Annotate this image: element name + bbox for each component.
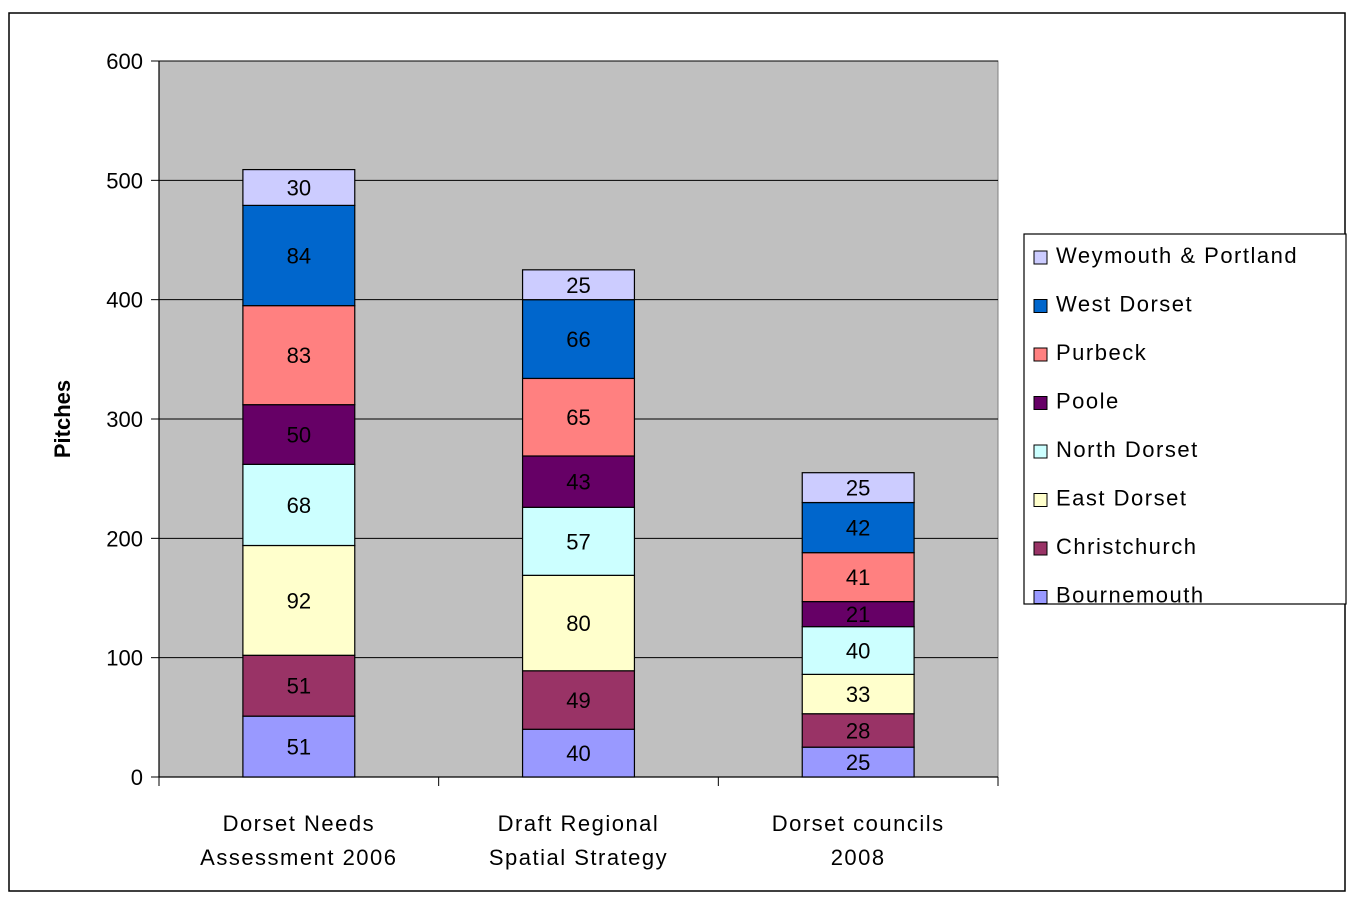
legend-label: Christchurch	[1056, 534, 1197, 559]
data-label: 65	[566, 405, 590, 430]
y-tick-label: 400	[106, 288, 143, 313]
bar-segment	[242, 654, 356, 717]
data-label: 83	[287, 343, 311, 368]
y-tick-label: 500	[106, 168, 143, 193]
bar-segment	[801, 713, 915, 748]
x-tick-label: Spatial Strategy	[489, 845, 668, 870]
data-label: 51	[287, 735, 311, 760]
bar-segment	[242, 404, 356, 465]
data-label: 41	[846, 565, 870, 590]
data-label: 80	[566, 611, 590, 636]
bar-segment	[801, 600, 915, 628]
legend-swatch	[1033, 444, 1048, 459]
y-tick-label: 200	[106, 526, 143, 551]
data-label: 25	[846, 476, 870, 501]
data-label: 92	[287, 588, 311, 613]
data-label: 21	[846, 602, 870, 627]
legend-box	[1023, 233, 1347, 605]
legend-swatch	[1033, 347, 1048, 362]
x-tick-label: Dorset councils	[772, 811, 945, 836]
legend-label: Poole	[1056, 389, 1120, 414]
data-labels: 51 51 92 68 50 83 84 30 40 49 80 57 43 65 66 25 25 28 33 40…	[287, 175, 871, 775]
bar-segment	[521, 506, 636, 576]
axes: 0 100 200 300 400 500 600 Dorset Needs Assessmen…	[106, 49, 999, 870]
legend-swatch	[1033, 299, 1048, 313]
x-tick-label: Assessment 2006	[200, 845, 397, 870]
x-tick-label: Dorset Needs	[223, 811, 376, 836]
data-label: 57	[566, 529, 590, 554]
bar-segment	[242, 715, 356, 778]
legend-swatch	[1033, 250, 1048, 265]
bar-segment	[521, 728, 636, 778]
bar-segment	[801, 472, 915, 504]
data-label: 49	[566, 688, 590, 713]
data-label: 42	[846, 516, 870, 541]
data-label: 43	[566, 470, 590, 495]
data-label: 28	[846, 718, 870, 743]
data-label: 40	[846, 639, 870, 664]
data-label: 68	[287, 493, 311, 518]
bar-segment	[801, 552, 915, 603]
data-label: 50	[287, 423, 311, 448]
bar-segment	[521, 670, 636, 730]
x-tick-label: 2008	[831, 845, 886, 870]
bar-segment	[242, 305, 356, 406]
bar-segment	[521, 269, 636, 301]
bar-segment	[521, 299, 636, 380]
y-axis-title: Pitches	[50, 380, 75, 458]
bar-segment	[242, 544, 356, 656]
bar-segment	[242, 463, 356, 547]
bar-segment	[242, 204, 356, 307]
legend-swatch	[1033, 396, 1048, 410]
y-tick-label: 0	[131, 765, 143, 790]
legend-swatch	[1033, 590, 1048, 604]
y-tick-label: 300	[106, 407, 143, 432]
bar-segment	[521, 455, 636, 508]
y-tick-label: 100	[106, 646, 143, 671]
data-label: 51	[287, 674, 311, 699]
data-label: 40	[566, 741, 590, 766]
data-label: 25	[846, 750, 870, 775]
legend-label: Purbeck	[1056, 340, 1147, 365]
y-tick-label: 600	[106, 49, 143, 74]
data-label: 66	[566, 327, 590, 352]
legend-label: Weymouth & Portland	[1056, 243, 1298, 268]
bars	[242, 168, 915, 778]
legend-label: West Dorset	[1056, 292, 1193, 317]
bar-segment	[521, 377, 636, 457]
legend-label: East Dorset	[1056, 486, 1187, 511]
bar-segment	[521, 574, 636, 672]
legend-label: Bournemouth	[1056, 583, 1205, 608]
data-label: 30	[287, 175, 311, 200]
legend-label: North Dorset	[1056, 437, 1199, 462]
bar-segment	[242, 168, 356, 206]
legend: Weymouth & Portland West Dorset Purbeck Poo…	[1023, 233, 1347, 608]
legend-swatch	[1033, 541, 1048, 556]
x-tick-label: Draft Regional	[498, 811, 660, 836]
bar-segment	[801, 626, 915, 675]
data-label: 84	[287, 244, 311, 269]
data-label: 25	[566, 273, 590, 298]
legend-swatch	[1033, 493, 1048, 507]
data-label: 33	[846, 682, 870, 707]
